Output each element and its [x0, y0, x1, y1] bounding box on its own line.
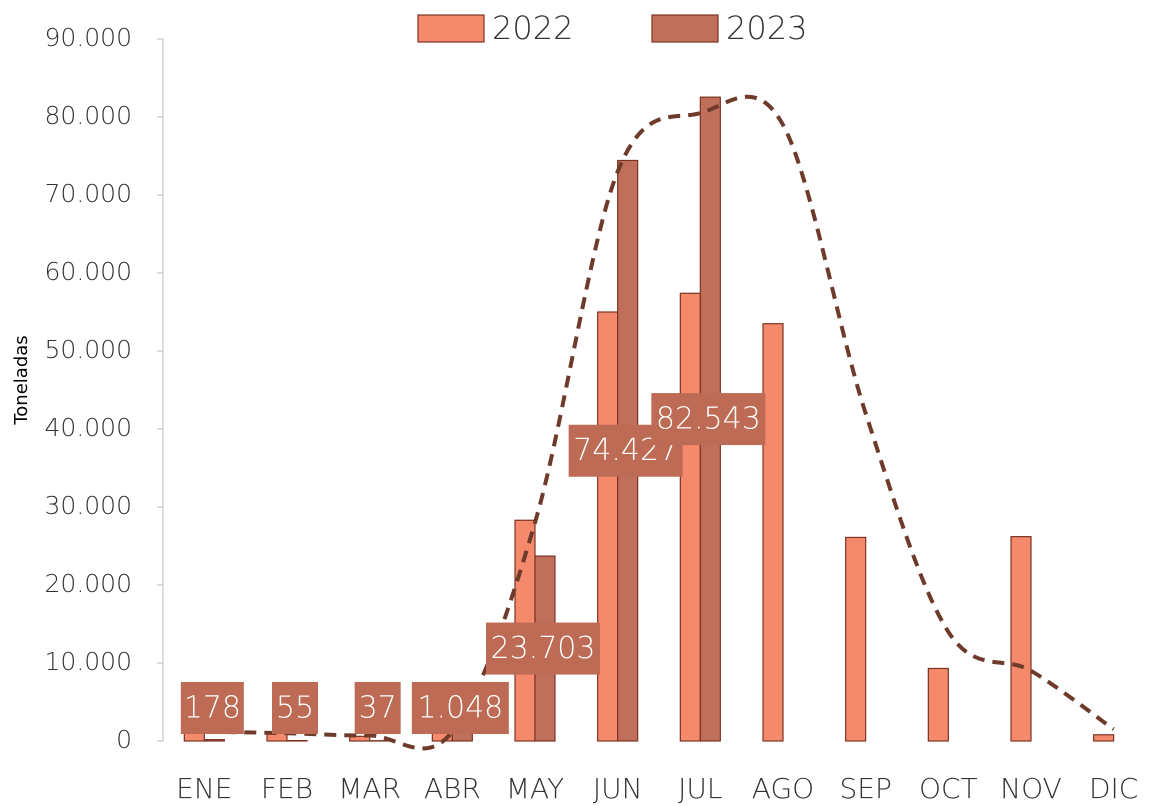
y-tick-label: 40.000	[45, 413, 132, 442]
y-tick-label: 70.000	[45, 179, 132, 208]
bar	[451, 732, 473, 742]
x-tick-label: FEB	[261, 772, 313, 805]
bar	[762, 323, 784, 742]
value-label: 82.543	[656, 402, 761, 437]
x-tick-label: SEP	[839, 772, 891, 805]
y-tick-label: 80.000	[45, 101, 132, 130]
x-tick-label: OCT	[919, 772, 978, 805]
y-tick-label: 20.000	[45, 569, 132, 598]
y-tick-label: 60.000	[45, 257, 132, 286]
value-label-box	[651, 393, 766, 446]
x-tick-label: JUN	[593, 772, 643, 805]
y-tick-label: 0	[116, 725, 132, 754]
bar	[203, 739, 225, 742]
x-tick-label: NOV	[1000, 772, 1062, 805]
x-tick-label: AGO	[752, 772, 814, 805]
value-label: 1.048	[417, 691, 503, 726]
legend-swatch	[651, 14, 719, 43]
x-tick-label: MAY	[506, 772, 564, 805]
value-label: 37	[359, 691, 397, 726]
bar	[845, 536, 867, 742]
value-label: 23.703	[491, 631, 596, 666]
legend-label: 2023	[726, 9, 807, 47]
legend-label: 2022	[492, 9, 573, 47]
bar	[1093, 734, 1115, 742]
value-label-box	[180, 682, 244, 734]
x-tick-label: ABR	[424, 772, 481, 805]
x-tick-label: DIC	[1089, 772, 1138, 805]
bar	[927, 667, 949, 742]
bar	[349, 735, 371, 742]
y-tick-label: 30.000	[45, 491, 132, 520]
trend-line	[204, 94, 1115, 751]
y-axis-label: Toneladas	[11, 335, 32, 425]
y-tick-label: 50.000	[45, 335, 132, 364]
x-tick-label: JUL	[678, 772, 722, 805]
bar	[679, 292, 701, 742]
bar	[597, 311, 619, 742]
value-label-box	[411, 682, 509, 734]
y-tick-label: 10.000	[45, 647, 132, 676]
value-label-box	[272, 682, 318, 734]
legend-swatch	[417, 14, 485, 43]
value-label: 55	[276, 691, 314, 726]
value-label-box	[486, 622, 600, 675]
x-tick-label: MAR	[338, 772, 401, 805]
y-tick-label: 90.000	[45, 23, 132, 52]
bar	[1010, 536, 1032, 742]
value-label: 178	[184, 691, 241, 726]
x-tick-label: ENE	[176, 772, 232, 805]
value-label-box	[354, 682, 401, 734]
